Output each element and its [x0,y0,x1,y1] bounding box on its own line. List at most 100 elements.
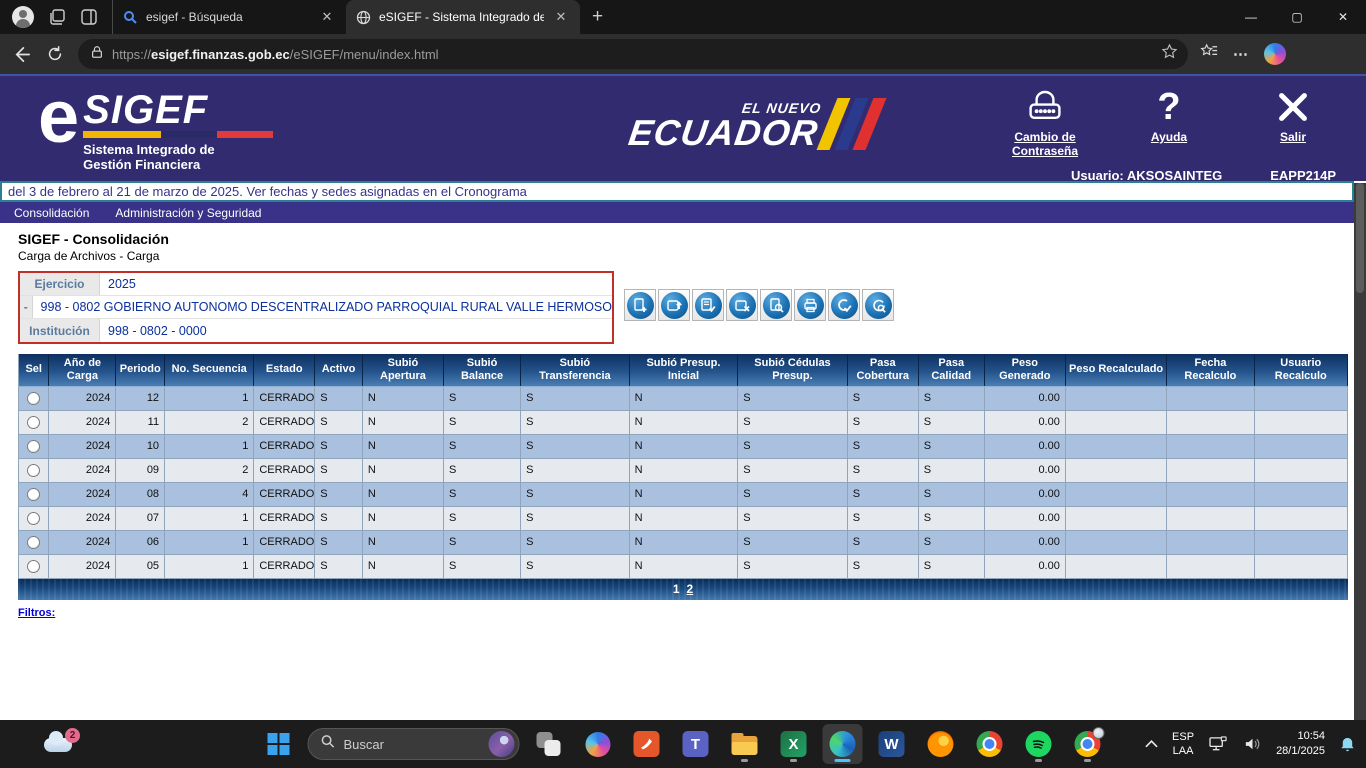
validate-button[interactable] [692,289,724,321]
table-cell: 05 [115,554,166,579]
favorites-list-icon[interactable] [1200,42,1219,66]
institucion-value: 998 - 0802 - 0000 [108,323,207,338]
close-button[interactable]: ✕ [1337,10,1349,24]
create-icon [626,291,654,319]
menu-administracion[interactable]: Administración y Seguridad [115,205,262,220]
task-view-button[interactable] [529,724,569,764]
table-cell: S [520,482,630,507]
address-bar[interactable]: https://esigef.finanzas.gob.ec/eSIGEF/me… [78,39,1188,69]
table-cell: 4 [164,482,255,507]
lock-icon [90,45,104,64]
clock-widget[interactable]: 10:54 28/1/2025 [1276,730,1325,757]
row-select-radio[interactable] [27,415,41,429]
tab-close-icon[interactable]: ✕ [321,9,333,24]
table-cell: 2 [164,410,255,435]
preview-button[interactable] [760,289,792,321]
firefox-button[interactable] [921,724,961,764]
search-refresh-button[interactable] [862,289,894,321]
marquee-text: del 3 de febrero al 21 de marzo de 2025.… [8,184,527,199]
delete-button[interactable] [726,289,758,321]
word-button[interactable]: W [872,724,912,764]
tab-esigef[interactable]: eSIGEF - Sistema Integrado de Ge ✕ [346,0,580,34]
question-mark-icon: ? [1157,86,1181,128]
back-icon[interactable] [10,43,32,65]
change-password-button[interactable]: Cambio de Contraseña [1002,88,1088,158]
profile-overlay-icon [1092,727,1105,739]
chrome-profile-button[interactable] [1068,724,1108,764]
search-icon [123,10,138,25]
table-cell: CERRADO [253,506,316,531]
teams-button[interactable]: T [676,724,716,764]
maximize-button[interactable]: ▢ [1291,10,1303,24]
start-button[interactable] [259,724,299,764]
taskbar-search[interactable]: Buscar [307,728,520,760]
table-cell: N [362,530,445,555]
table-cell [1166,554,1255,579]
copilot-button[interactable] [578,724,618,764]
network-icon[interactable] [1208,735,1229,753]
workspaces-icon[interactable] [48,8,66,26]
table-cell: S [443,458,522,483]
table-cell: S [847,458,919,483]
table-cell: 2 [164,458,255,483]
page-current: 1 [672,582,680,596]
page-2-link[interactable]: 2 [686,582,694,596]
create-button[interactable] [624,289,656,321]
notification-bell-icon[interactable] [1339,736,1356,753]
table-row: 2024 06 1 CERRADO S N S S N S S S 0.00 [17,530,1349,555]
spotify-button[interactable] [1019,724,1059,764]
edge-icon [829,731,856,757]
tab-close-icon[interactable]: ✕ [555,9,567,24]
row-select-radio[interactable] [27,391,41,405]
tab-search[interactable]: esigef - Búsqueda ✕ [112,0,346,34]
table-cell: S [737,458,848,483]
row-select-radio[interactable] [27,535,41,549]
table-cell: S [520,434,630,459]
esigef-header: e SIGEF Sistema Integrado de Gestión Fina… [0,74,1366,183]
file-explorer-button[interactable] [725,724,765,764]
help-button[interactable]: ? Ayuda [1150,86,1188,144]
tab-actions-icon[interactable] [80,8,98,26]
filtros-link[interactable]: Filtros: [18,606,56,619]
table-cell: S [847,506,919,531]
table-cell: S [737,530,848,555]
language-indicator[interactable]: ESP LAA [1172,731,1195,757]
row-select-radio[interactable] [27,559,41,573]
table-cell: S [520,554,630,579]
more-menu-icon[interactable]: ⋯ [1233,46,1250,63]
logout-button[interactable]: Salir [1250,88,1336,158]
row-select-radio[interactable] [27,463,41,477]
refresh-icon[interactable] [44,43,66,65]
table-cell: CERRADO [253,386,316,411]
row-select-radio[interactable] [27,487,41,501]
approve-button[interactable] [828,289,860,321]
tray-chevron-icon[interactable] [1145,740,1158,748]
upload-button[interactable] [658,289,690,321]
copilot-icon [585,731,610,757]
print-button[interactable] [794,289,826,321]
table-cell: S [918,530,985,555]
table-cell: N [629,530,739,555]
excel-button[interactable]: X [774,724,814,764]
table-cell: 0.00 [984,458,1066,483]
minimize-button[interactable]: — [1245,10,1257,24]
volume-icon[interactable] [1243,736,1262,752]
favorite-star-icon[interactable] [1161,43,1178,65]
row-select-radio[interactable] [27,511,41,525]
tab-title: eSIGEF - Sistema Integrado de Ge [379,10,544,24]
table-cell [1065,506,1168,531]
table-cell: 0.00 [984,386,1066,411]
chrome-button[interactable] [970,724,1010,764]
copilot-icon[interactable] [1264,43,1286,65]
table-cell: 1 [164,386,255,411]
menu-consolidacion[interactable]: Consolidación [14,205,90,220]
new-tab-button[interactable]: + [592,6,604,27]
page-scrollbar[interactable] [1354,183,1366,720]
table-cell: CERRADO [253,554,316,579]
edge-button[interactable] [822,724,863,764]
pdf-app-button[interactable] [627,724,667,764]
browser-tabstrip: esigef - Búsqueda ✕ eSIGEF - Sistema Int… [0,0,1366,34]
row-select-radio[interactable] [27,439,41,453]
weather-widget[interactable]: 2 [42,728,80,760]
profile-avatar[interactable] [12,6,34,28]
